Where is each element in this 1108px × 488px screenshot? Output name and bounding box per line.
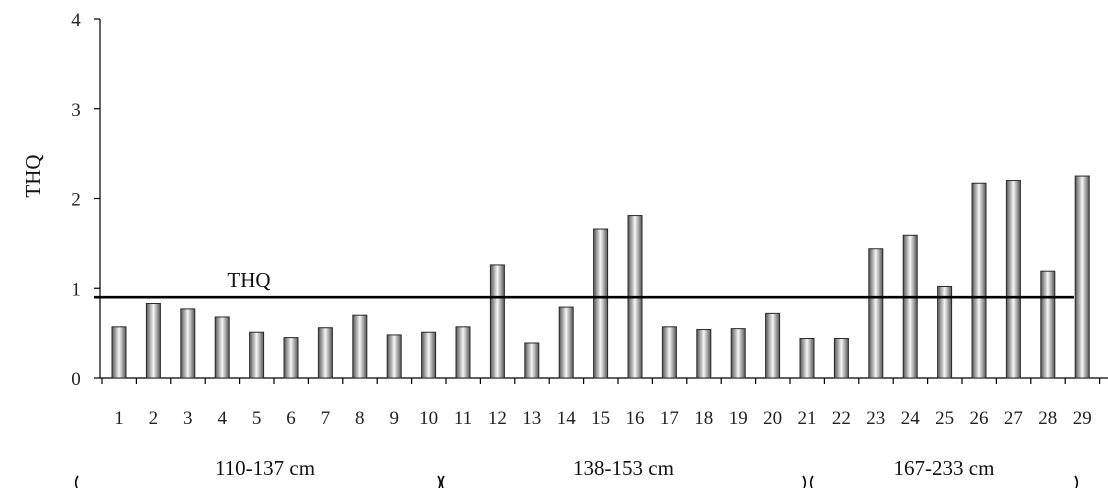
y-tick-label: 0 — [71, 369, 81, 390]
bar — [833, 338, 849, 379]
x-tick-label: 11 — [454, 408, 472, 429]
group-label: 110-137 cm — [215, 456, 315, 480]
bar — [386, 334, 402, 379]
x-tick-label: 17 — [660, 408, 679, 429]
x-tick-label: 4 — [217, 408, 227, 429]
bar — [455, 326, 471, 379]
group-brace-right — [802, 475, 807, 488]
bar — [111, 326, 127, 379]
bar — [696, 329, 712, 379]
bar — [489, 264, 505, 379]
group-brace-left — [809, 475, 814, 488]
bar — [1005, 180, 1021, 379]
x-tick-label: 27 — [1004, 408, 1023, 429]
bar — [180, 308, 196, 379]
bar — [1040, 270, 1056, 379]
x-axis-ticks: 1 2 3 4 5 6 7 8 9 10 11 12 13 14 15 16 17 18 19 20 21 22 23 24 2… — [101, 378, 1108, 429]
x-tick-label: 10 — [419, 408, 438, 429]
x-tick-label: 22 — [832, 408, 851, 429]
bar — [937, 285, 953, 379]
threshold: THQ — [94, 268, 1074, 299]
group-brace-right — [437, 475, 442, 488]
x-tick-label: 18 — [694, 408, 713, 429]
y-tick-label: 1 — [71, 279, 81, 300]
bar — [593, 228, 609, 379]
x-tick-label: 29 — [1073, 408, 1092, 429]
x-tick-label: 9 — [389, 408, 399, 429]
bar — [421, 331, 437, 379]
threshold-label: THQ — [227, 268, 270, 292]
bar — [145, 303, 161, 379]
bar — [661, 326, 677, 379]
y-tick-label: 4 — [71, 10, 81, 31]
y-tick-label: 3 — [71, 100, 81, 121]
x-tick-label: 13 — [522, 408, 541, 429]
bar — [1074, 175, 1090, 379]
bar — [558, 306, 574, 379]
bar — [524, 342, 540, 379]
depth-groups: 110-137 cm 138-153 cm 167-233 cm — [74, 456, 1079, 488]
group-brace-left — [74, 475, 79, 488]
x-tick-label: 2 — [149, 408, 159, 429]
x-tick-label: 3 — [183, 408, 193, 429]
x-tick-label: 19 — [729, 408, 748, 429]
bar — [352, 314, 368, 379]
bar — [765, 312, 781, 379]
y-axis-ticks: 0 1 2 3 4 — [71, 10, 100, 390]
bar — [214, 316, 230, 379]
bar — [902, 234, 918, 379]
group-brace-left — [440, 475, 445, 488]
x-tick-label: 28 — [1038, 408, 1057, 429]
x-tick-label: 1 — [114, 408, 124, 429]
group-brace-right — [1074, 475, 1079, 488]
bar — [730, 328, 746, 379]
x-tick-label: 26 — [970, 408, 989, 429]
bar — [283, 337, 299, 379]
bar — [249, 331, 265, 379]
bar — [317, 327, 333, 379]
x-tick-label: 23 — [866, 408, 885, 429]
x-tick-label: 6 — [286, 408, 296, 429]
x-tick-label: 14 — [557, 408, 577, 429]
bar — [868, 248, 884, 379]
x-tick-label: 12 — [488, 408, 507, 429]
bar — [799, 338, 815, 379]
x-tick-label: 20 — [763, 408, 782, 429]
x-tick-label: 24 — [901, 408, 921, 429]
y-tick-label: 2 — [71, 190, 81, 211]
x-tick-label: 8 — [355, 408, 365, 429]
x-tick-label: 25 — [935, 408, 954, 429]
x-tick-label: 7 — [321, 408, 331, 429]
y-axis-title: THQ — [21, 154, 45, 197]
x-tick-label: 16 — [626, 408, 645, 429]
x-tick-label: 15 — [591, 408, 610, 429]
x-tick-label: 5 — [252, 408, 262, 429]
group-label: 167-233 cm — [894, 456, 995, 480]
x-tick-label: 21 — [798, 408, 817, 429]
group-label: 138-153 cm — [573, 456, 674, 480]
bar — [971, 182, 987, 379]
